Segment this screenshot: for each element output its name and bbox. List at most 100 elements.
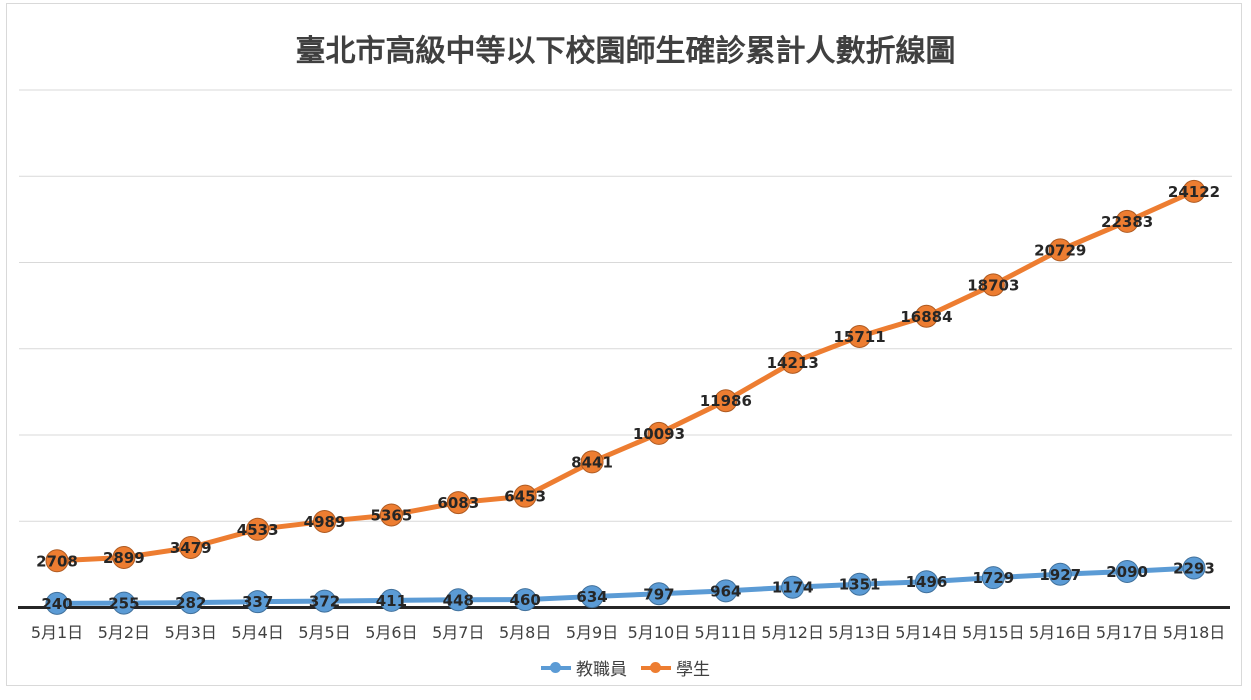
x-axis-tick-label: 5月1日 bbox=[31, 623, 83, 642]
data-point-label: 18703 bbox=[967, 276, 1019, 294]
data-point-label: 6453 bbox=[504, 488, 546, 506]
data-point-label: 24122 bbox=[1168, 183, 1220, 201]
data-point-marker-學生-5月13日 bbox=[848, 324, 872, 348]
data-point-marker-教職員-5月3日 bbox=[179, 591, 203, 615]
data-point-marker-學生-5月16日 bbox=[1048, 238, 1072, 262]
data-point-marker-教職員-5月6日 bbox=[379, 588, 403, 612]
data-point-label: 2708 bbox=[36, 552, 78, 570]
data-point-label: 14213 bbox=[767, 354, 819, 372]
data-point-marker-教職員-5月18日 bbox=[1182, 556, 1206, 580]
data-point-marker-教職員-5月1日 bbox=[45, 591, 69, 615]
data-point-label: 240 bbox=[41, 595, 72, 613]
data-point-marker-學生-5月12日 bbox=[781, 350, 805, 374]
data-point-marker-教職員-5月15日 bbox=[981, 566, 1005, 590]
x-axis-tick-label: 5月12日 bbox=[761, 623, 824, 642]
chart-legend: 教職員 學生 bbox=[0, 655, 1251, 680]
data-point-label: 634 bbox=[576, 588, 607, 606]
data-point-label: 255 bbox=[108, 595, 139, 613]
data-point-marker-學生-5月8日 bbox=[513, 484, 537, 508]
data-point-marker-學生-5月14日 bbox=[914, 304, 938, 328]
data-point-marker-學生-5月11日 bbox=[714, 389, 738, 413]
data-point-label: 11986 bbox=[700, 392, 752, 410]
data-point-label: 20729 bbox=[1034, 241, 1086, 259]
data-point-label: 1351 bbox=[839, 576, 881, 594]
data-point-marker-教職員-5月11日 bbox=[714, 579, 738, 603]
data-point-marker-學生-5月2日 bbox=[112, 545, 136, 569]
data-point-label: 1927 bbox=[1039, 566, 1081, 584]
data-point-marker-學生-5月9日 bbox=[580, 450, 604, 474]
data-point-label: 282 bbox=[175, 594, 206, 612]
x-axis-tick-label: 5月18日 bbox=[1163, 623, 1226, 642]
data-point-label: 4989 bbox=[304, 513, 346, 531]
data-point-label: 2293 bbox=[1173, 559, 1215, 577]
data-point-label: 337 bbox=[242, 593, 273, 611]
x-axis-tick-label: 5月3日 bbox=[165, 623, 217, 642]
data-point-label: 4533 bbox=[237, 521, 279, 539]
data-point-marker-教職員-5月12日 bbox=[781, 575, 805, 599]
data-point-label: 15711 bbox=[833, 328, 885, 346]
data-point-label: 411 bbox=[376, 592, 407, 610]
data-point-label: 1729 bbox=[972, 569, 1014, 587]
data-point-marker-學生-5月15日 bbox=[981, 273, 1005, 297]
data-point-label: 5365 bbox=[371, 506, 413, 524]
x-axis-tick-label: 5月4日 bbox=[231, 623, 283, 642]
data-point-label: 448 bbox=[443, 591, 474, 609]
legend-label-teachers: 教職員 bbox=[576, 660, 627, 680]
data-point-marker-教職員-5月17日 bbox=[1115, 559, 1139, 583]
legend-item-teachers: 教職員 bbox=[541, 655, 627, 680]
legend-line-marker-icon bbox=[641, 662, 671, 673]
data-point-marker-學生-5月7日 bbox=[446, 491, 470, 515]
x-axis-tick-label: 5月7日 bbox=[432, 623, 484, 642]
data-point-marker-教職員-5月4日 bbox=[246, 590, 270, 614]
data-point-label: 797 bbox=[643, 585, 674, 603]
x-axis-tick-label: 5月2日 bbox=[98, 623, 150, 642]
data-point-marker-學生-5月4日 bbox=[246, 517, 270, 541]
data-point-marker-教職員-5月5日 bbox=[313, 589, 337, 613]
data-point-label: 964 bbox=[710, 582, 741, 600]
data-point-marker-教職員-5月2日 bbox=[112, 591, 136, 615]
data-point-marker-學生-5月17日 bbox=[1115, 209, 1139, 233]
x-axis-tick-label: 5月5日 bbox=[298, 623, 350, 642]
series-line-0 bbox=[54, 565, 1197, 606]
x-axis-tick-label: 5月15日 bbox=[962, 623, 1025, 642]
data-point-label: 6083 bbox=[437, 494, 479, 512]
legend-line-marker-icon bbox=[541, 662, 571, 673]
data-point-label: 372 bbox=[309, 593, 340, 611]
data-point-marker-教職員-5月7日 bbox=[446, 588, 470, 612]
x-axis-tick-label: 5月16日 bbox=[1029, 623, 1092, 642]
data-point-label: 460 bbox=[510, 591, 541, 609]
x-axis-tick-label: 5月13日 bbox=[828, 623, 891, 642]
x-axis-tick-label: 5月6日 bbox=[365, 623, 417, 642]
data-point-marker-教職員-5月16日 bbox=[1048, 562, 1072, 586]
data-point-marker-教職員-5月13日 bbox=[848, 572, 872, 596]
data-point-label: 3479 bbox=[170, 539, 212, 557]
x-axis-tick-label: 5月17日 bbox=[1096, 623, 1159, 642]
data-point-label: 10093 bbox=[633, 425, 685, 443]
legend-label-students: 學生 bbox=[676, 660, 710, 680]
data-point-marker-學生-5月6日 bbox=[379, 503, 403, 527]
data-point-marker-學生-5月3日 bbox=[179, 535, 203, 559]
legend-item-students: 學生 bbox=[641, 655, 710, 680]
data-point-marker-教職員-5月14日 bbox=[914, 570, 938, 594]
data-point-label: 1174 bbox=[772, 579, 814, 597]
series-line-1 bbox=[54, 188, 1197, 564]
data-point-marker-學生-5月1日 bbox=[45, 549, 69, 573]
x-axis-tick-label: 5月10日 bbox=[628, 623, 691, 642]
x-axis-tick-label: 5月11日 bbox=[695, 623, 758, 642]
chart-border bbox=[6, 3, 1242, 686]
data-point-label: 1496 bbox=[906, 573, 948, 591]
data-point-marker-學生-5月18日 bbox=[1182, 179, 1206, 203]
data-point-marker-教職員-5月8日 bbox=[513, 588, 537, 612]
data-point-label: 8441 bbox=[571, 453, 613, 471]
data-point-marker-學生-5月10日 bbox=[647, 421, 671, 445]
data-point-label: 2090 bbox=[1106, 563, 1148, 581]
data-point-label: 22383 bbox=[1101, 213, 1153, 231]
x-axis-tick-label: 5月14日 bbox=[895, 623, 958, 642]
x-axis-tick-label: 5月9日 bbox=[566, 623, 618, 642]
data-point-marker-教職員-5月9日 bbox=[580, 585, 604, 609]
x-axis-tick-label: 5月8日 bbox=[499, 623, 551, 642]
data-point-marker-學生-5月5日 bbox=[313, 509, 337, 533]
data-point-marker-教職員-5月10日 bbox=[647, 582, 671, 606]
